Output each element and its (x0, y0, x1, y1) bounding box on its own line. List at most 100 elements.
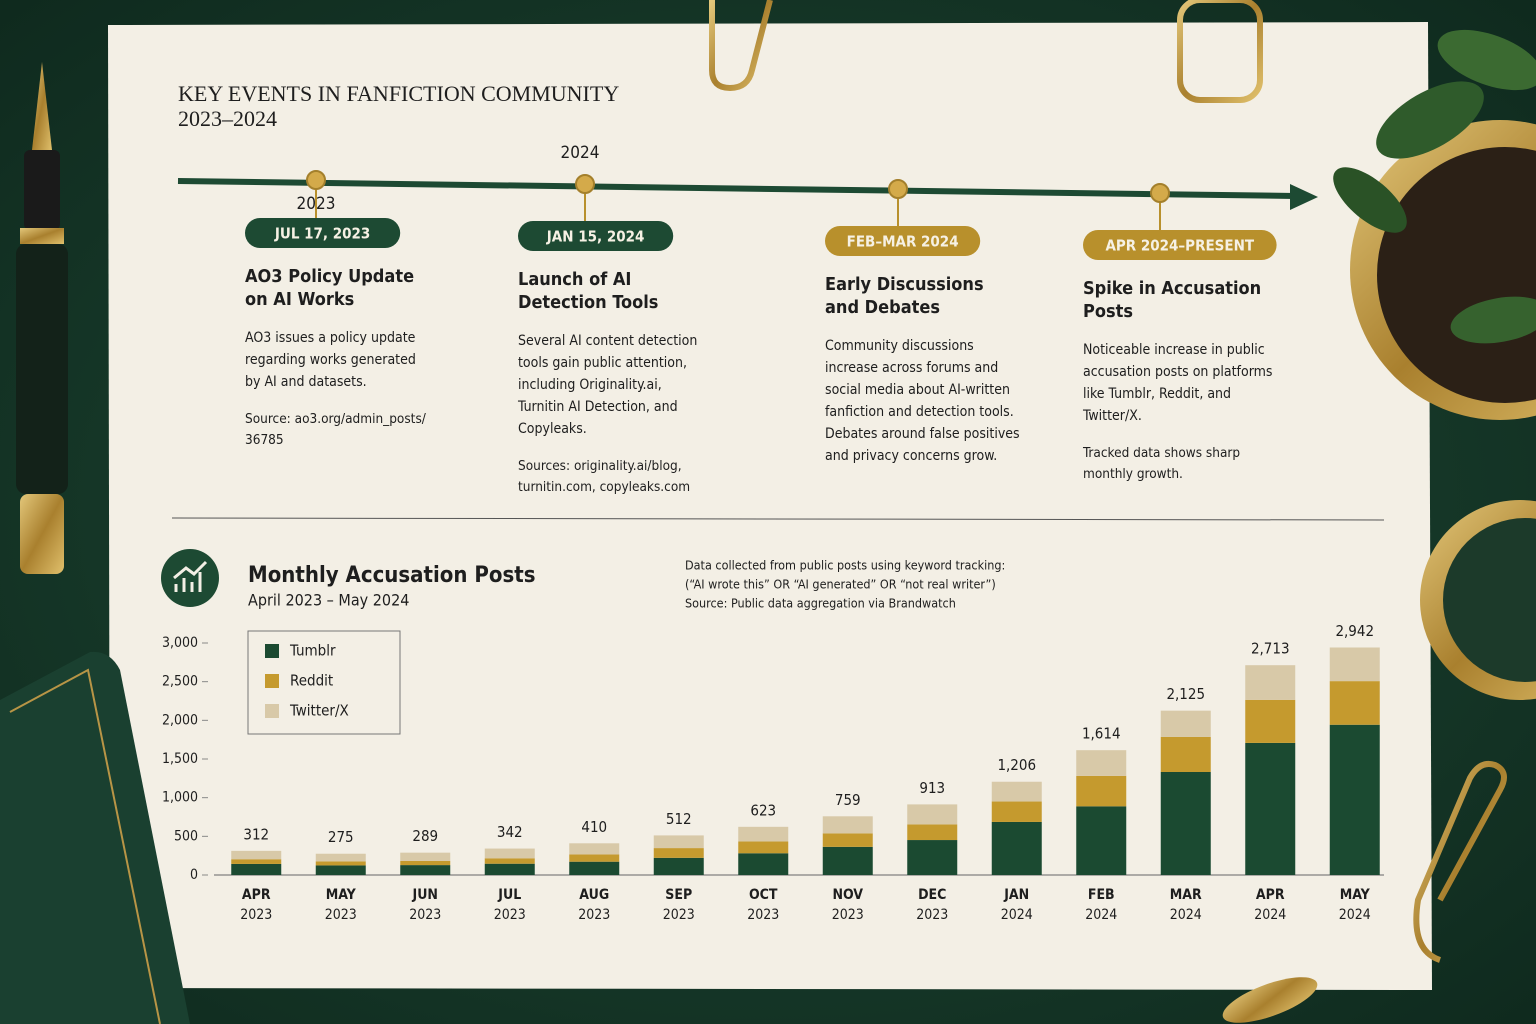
x-tick-label: JUN (412, 887, 438, 903)
y-tick-label: 0 (190, 867, 198, 883)
event-body: Turnitin AI Detection, and (517, 399, 678, 415)
gold-tin (1420, 500, 1536, 700)
event-date: APR 2024–PRESENT (1105, 237, 1254, 255)
event-body: social media about AI-written (825, 382, 1010, 398)
bar-segment (484, 863, 535, 875)
y-tick-label: 1,000 (162, 790, 198, 806)
event-body: regarding works generated (245, 352, 416, 368)
total-label: 342 (497, 823, 523, 841)
timeline-axis (177, 178, 1296, 199)
event-heading: Early Discussions (825, 274, 984, 295)
bar-segment (738, 826, 789, 842)
event-heading: and Debates (825, 297, 940, 318)
x-tick-year: 2023 (747, 907, 779, 923)
event-date: JAN 15, 2024 (546, 228, 645, 246)
event-body: Community discussions (825, 338, 974, 354)
total-label: 623 (750, 801, 776, 819)
x-tick-label: OCT (749, 887, 778, 903)
bar-segment (1160, 736, 1211, 772)
bar-segment (569, 861, 620, 875)
plant-pot (1333, 29, 1536, 420)
chart-icon (161, 549, 219, 607)
x-tick-year: 2023 (409, 907, 441, 923)
event-heading: Launch of AI (518, 269, 631, 290)
x-tick-year: 2024 (1085, 907, 1117, 923)
total-label: 410 (581, 818, 607, 836)
x-tick-year: 2024 (1254, 907, 1286, 923)
bar-segment (400, 852, 451, 861)
bar-segment (569, 843, 620, 855)
legend-label: Twitter/X (289, 702, 349, 720)
x-tick-year: 2023 (494, 907, 526, 923)
event-dot (1150, 183, 1170, 203)
bar-segment (484, 848, 535, 859)
bar-segment (822, 816, 873, 834)
total-label: 1,206 (997, 756, 1036, 774)
bar-segment (1329, 647, 1380, 682)
bar-segment (231, 859, 282, 864)
total-label: 289 (412, 827, 438, 845)
x-tick-label: JUL (497, 887, 521, 903)
event-body: accusation posts on platforms (1083, 364, 1272, 380)
event-body: like Tumblr, Reddit, and (1083, 386, 1231, 402)
bar-segment (907, 824, 958, 841)
bar-segment (1160, 710, 1211, 737)
x-tick-label: MAY (1340, 887, 1371, 903)
event-body: tools gain public attention, (518, 355, 687, 371)
y-tick-label: 500 (174, 828, 198, 844)
bar-segment (991, 801, 1042, 822)
chart-title: Monthly Accusation Posts (248, 563, 535, 588)
event-source: monthly growth. (1083, 466, 1183, 482)
bar-segment (907, 804, 958, 825)
bar-segment (1076, 806, 1127, 875)
paper-clip (709, 0, 773, 92)
bar-segment (315, 861, 366, 866)
bar-segment (1245, 699, 1296, 743)
event-heading: Spike in Accusation (1083, 278, 1261, 299)
bar-segment (1160, 771, 1211, 875)
total-label: 759 (835, 791, 861, 809)
y-tick-label: 2,500 (162, 674, 198, 690)
x-tick-label: FEB (1088, 887, 1115, 903)
event-dot (575, 174, 595, 194)
bar-segment (400, 860, 451, 866)
bar-segment (1076, 775, 1127, 807)
event-heading: Detection Tools (518, 292, 658, 313)
legend-box (247, 630, 401, 735)
x-tick-label: MAR (1170, 887, 1202, 903)
bar-segment (653, 857, 704, 875)
event-date: JUL 17, 2023 (274, 225, 370, 243)
event-body: including Originality.ai, (518, 377, 662, 393)
bar-segment (991, 821, 1042, 875)
fountain-pen (16, 62, 68, 574)
event-source: Sources: originality.ai/blog, (518, 458, 682, 474)
date-pill (825, 226, 981, 256)
book (0, 651, 190, 1024)
event-source: turnitin.com, copyleaks.com (518, 479, 690, 495)
date-pill (518, 221, 674, 251)
legend-swatch (265, 704, 279, 718)
event-body: Noticeable increase in public (1083, 342, 1265, 358)
chart-note: Source: Public data aggregation via Bran… (685, 596, 956, 611)
legend-label: Reddit (290, 672, 333, 690)
legend-swatch (265, 644, 279, 658)
event-body: and privacy concerns grow. (825, 448, 997, 464)
bar-segment (738, 853, 789, 875)
timeline-subtitle: 2023–2024 (178, 106, 277, 131)
event-heading: AO3 Policy Update (245, 266, 414, 287)
total-label: 2,125 (1166, 685, 1205, 703)
bar-segment (1329, 724, 1380, 875)
x-tick-year: 2023 (663, 907, 695, 923)
event-body: by AI and datasets. (245, 374, 367, 390)
date-pill (1083, 230, 1277, 260)
x-tick-label: APR (242, 887, 271, 903)
bar-segment (822, 846, 873, 875)
bar-segment (400, 865, 451, 875)
event-body: Several AI content detection (518, 333, 697, 349)
event-body: Twitter/X. (1082, 408, 1142, 424)
timeline-arrow (1290, 184, 1318, 210)
x-tick-label: APR (1256, 887, 1285, 903)
x-tick-label: DEC (918, 887, 946, 903)
x-tick-label: MAY (326, 887, 357, 903)
